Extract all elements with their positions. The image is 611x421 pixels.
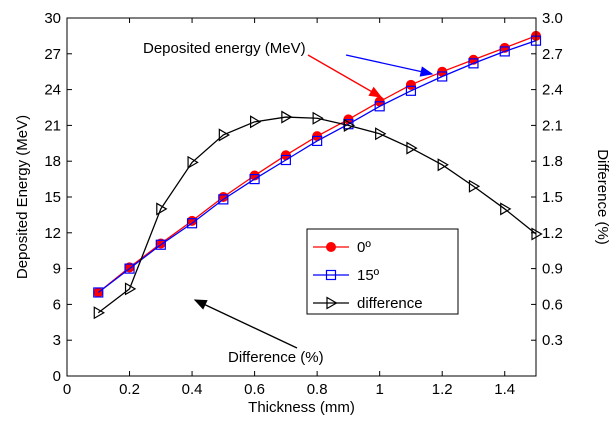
legend-marker [325, 269, 337, 281]
arrow-head [368, 86, 383, 98]
y-left-tick-label: 21 [44, 117, 61, 134]
data-point [312, 135, 323, 147]
y-right-tick-label: 1.2 [542, 225, 563, 242]
data-point [156, 202, 168, 216]
data-point [187, 155, 199, 169]
data-point [468, 179, 481, 193]
data-point [218, 194, 229, 205]
legend-label: difference [357, 295, 423, 312]
data-point [374, 101, 385, 112]
data-point [312, 111, 324, 125]
data-point [405, 85, 417, 96]
data-point [437, 71, 448, 82]
y-left-tick-label: 0 [53, 368, 61, 385]
x-tick-label: 1.2 [432, 381, 453, 398]
annotation-layer: Deposited energy (MeV) Difference (%) [143, 40, 434, 366]
y-right-tick-label: 0.9 [542, 261, 563, 278]
data-point [250, 115, 262, 129]
data-point [93, 287, 104, 298]
y-left-axis-label: Deposited Energy (MeV) [14, 115, 31, 279]
x-tick-label: 0.4 [182, 381, 203, 398]
y-left-tick-label: 24 [44, 82, 61, 99]
data-point [375, 127, 387, 141]
data-point [531, 227, 543, 241]
axes-layer: 0 0.2 0.4 0.6 0.8 1 1.2 1.4 0 3 6 9 12 15 18 21 24 27 30 0.… [14, 10, 611, 416]
data-point [124, 282, 137, 296]
legend: 0º 15º difference [306, 228, 459, 315]
x-tick-label: 1 [375, 381, 383, 398]
data-point [405, 79, 416, 90]
data-point [437, 158, 449, 172]
data-point [186, 218, 198, 229]
annotation-arrow-red [307, 54, 383, 98]
x-tick-label: 0.8 [307, 381, 328, 398]
data-point [124, 263, 135, 274]
series-line [97, 40, 537, 293]
y-right-tick-label: 2.4 [542, 82, 563, 99]
data-point [281, 110, 293, 124]
arrow-shaft [307, 54, 382, 98]
plot-layer [93, 30, 543, 320]
x-tick-label: 0.2 [119, 381, 140, 398]
x-tick-label: 0 [63, 381, 71, 398]
x-axis-label: Thickness (mm) [248, 399, 355, 416]
data-point [218, 128, 231, 142]
annotation-deposited-energy: Deposited energy (MeV) [143, 40, 306, 57]
arrow-head [193, 299, 208, 310]
y-left-tick-label: 6 [53, 296, 61, 313]
data-point [93, 306, 105, 320]
data-point [249, 174, 260, 185]
annotation-difference: Difference (%) [228, 349, 324, 366]
data-point [499, 46, 510, 57]
y-right-tick-label: 0.6 [542, 296, 563, 313]
series-2 [93, 110, 543, 320]
y-left-tick-label: 30 [44, 10, 61, 27]
data-point [500, 202, 512, 216]
y-right-tick-label: 0.3 [542, 332, 563, 349]
y-left-tick-label: 3 [53, 332, 61, 349]
arrow-shaft [345, 54, 433, 75]
y-right-tick-label: 2.7 [542, 46, 563, 63]
y-left-tick-label: 12 [44, 225, 61, 242]
annotation-arrow-black [193, 299, 298, 349]
data-point [280, 154, 291, 166]
arrow-head [419, 66, 434, 77]
x-tick-label: 0.6 [244, 381, 265, 398]
y-right-tick-label: 2.1 [542, 117, 563, 134]
data-point [155, 239, 166, 250]
annotation-arrow-blue [345, 54, 434, 77]
legend-label: 0º [357, 239, 371, 256]
y-left-tick-label: 18 [44, 153, 61, 170]
y-left-tick-label: 15 [44, 189, 61, 206]
legend-marker [326, 242, 336, 252]
data-point [468, 58, 479, 69]
data-point [343, 118, 356, 132]
y-right-tick-label: 1.8 [542, 153, 563, 170]
data-point [406, 141, 418, 155]
arrow-shaft [194, 299, 298, 349]
series-line [97, 116, 537, 314]
y-right-tick-label: 1.5 [542, 189, 563, 206]
legend-marker [326, 296, 338, 310]
x-tick-label: 1.4 [494, 381, 515, 398]
y-left-tick-label: 9 [53, 261, 61, 278]
y-right-tick-label: 3.0 [542, 10, 563, 27]
y-left-tick-label: 27 [44, 46, 61, 63]
legend-label: 15º [357, 267, 380, 284]
y-right-axis-label: Difference (%) [594, 149, 611, 245]
